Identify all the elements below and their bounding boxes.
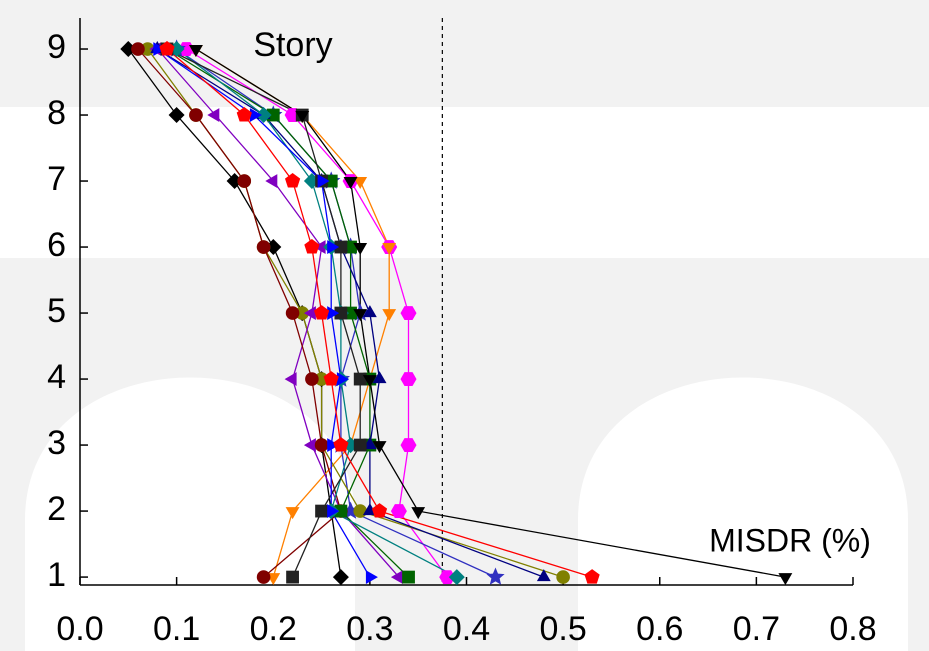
x-tick-label: 0.0 bbox=[56, 610, 103, 648]
marker bbox=[265, 239, 282, 255]
marker bbox=[400, 372, 417, 386]
marker bbox=[189, 108, 203, 122]
marker bbox=[303, 438, 316, 452]
marker bbox=[327, 504, 340, 518]
marker bbox=[315, 504, 328, 518]
marker bbox=[256, 570, 271, 584]
marker bbox=[353, 438, 367, 452]
marker bbox=[314, 438, 329, 452]
marker bbox=[390, 570, 403, 584]
marker bbox=[353, 177, 368, 189]
marker bbox=[362, 375, 377, 388]
x-tick-label: 0.2 bbox=[250, 610, 297, 648]
marker bbox=[305, 372, 319, 386]
marker bbox=[382, 243, 397, 255]
y-tick-label: 2 bbox=[47, 490, 66, 528]
marker bbox=[353, 309, 368, 322]
x-tick-label: 0.8 bbox=[829, 610, 876, 648]
marker bbox=[295, 111, 310, 123]
marker bbox=[323, 371, 339, 386]
marker bbox=[486, 567, 505, 585]
marker bbox=[584, 569, 600, 584]
marker bbox=[372, 371, 387, 384]
marker bbox=[255, 107, 272, 123]
y-tick-label: 8 bbox=[47, 94, 66, 132]
marker bbox=[131, 42, 145, 56]
marker bbox=[327, 240, 340, 254]
marker bbox=[336, 372, 349, 386]
y-tick-label: 7 bbox=[47, 160, 66, 198]
marker bbox=[303, 306, 316, 320]
marker bbox=[313, 240, 326, 254]
y-tick-label: 4 bbox=[47, 358, 66, 396]
marker bbox=[362, 305, 377, 318]
marker bbox=[120, 41, 137, 57]
marker bbox=[237, 174, 252, 188]
marker bbox=[333, 437, 349, 452]
marker bbox=[256, 240, 271, 254]
marker bbox=[317, 174, 330, 188]
marker bbox=[168, 107, 185, 123]
marker bbox=[286, 570, 299, 584]
marker bbox=[402, 570, 415, 584]
marker bbox=[334, 240, 348, 254]
marker bbox=[153, 42, 166, 56]
marker bbox=[411, 507, 426, 520]
marker bbox=[536, 569, 551, 582]
x-tick-label: 0.4 bbox=[443, 610, 490, 648]
marker bbox=[332, 569, 349, 586]
marker bbox=[390, 504, 407, 518]
marker bbox=[343, 177, 358, 189]
marker bbox=[353, 243, 368, 255]
marker bbox=[353, 504, 368, 518]
marker bbox=[353, 372, 367, 386]
y-tick-label: 5 bbox=[47, 292, 66, 330]
marker bbox=[159, 41, 175, 56]
marker bbox=[207, 108, 220, 122]
x-tick-label: 0.6 bbox=[636, 610, 683, 648]
marker bbox=[365, 570, 378, 584]
marker bbox=[556, 570, 570, 584]
marker bbox=[285, 306, 300, 320]
marker bbox=[400, 438, 417, 452]
y-tick-label: 3 bbox=[47, 424, 66, 462]
marker bbox=[314, 305, 330, 320]
marker bbox=[285, 507, 300, 520]
marker bbox=[448, 569, 465, 586]
marker bbox=[334, 504, 348, 518]
x-axis-label: MISDR (%) bbox=[709, 522, 871, 558]
y-tick-label: 1 bbox=[47, 556, 66, 594]
marker bbox=[189, 45, 203, 57]
marker bbox=[778, 573, 793, 586]
y-axis-label: Story bbox=[253, 26, 332, 64]
marker bbox=[327, 306, 340, 320]
marker bbox=[371, 503, 388, 518]
x-tick-label: 0.7 bbox=[733, 610, 780, 648]
marker bbox=[400, 306, 417, 320]
marker bbox=[334, 306, 348, 320]
marker bbox=[304, 239, 320, 254]
marker bbox=[439, 570, 456, 584]
marker bbox=[327, 438, 340, 452]
marker bbox=[284, 372, 297, 386]
plot-area: 1 2 3 4 5 6 7 8 9 0.0 0.1 0.2 0.3 0.4 0.5 0.6 0.7 0.8 bbox=[47, 18, 877, 648]
x-tick-label: 0.5 bbox=[539, 610, 586, 648]
marker bbox=[236, 107, 252, 122]
y-tick-label: 9 bbox=[47, 28, 66, 66]
marker bbox=[295, 306, 310, 320]
marker bbox=[226, 173, 243, 189]
marker bbox=[382, 309, 397, 322]
marker bbox=[265, 174, 278, 188]
marker bbox=[285, 173, 301, 188]
y-tick-label: 6 bbox=[47, 226, 66, 264]
marker bbox=[372, 441, 387, 454]
x-tick-label: 0.3 bbox=[346, 610, 393, 648]
marker bbox=[249, 108, 262, 122]
x-tick-label: 0.1 bbox=[153, 610, 200, 648]
